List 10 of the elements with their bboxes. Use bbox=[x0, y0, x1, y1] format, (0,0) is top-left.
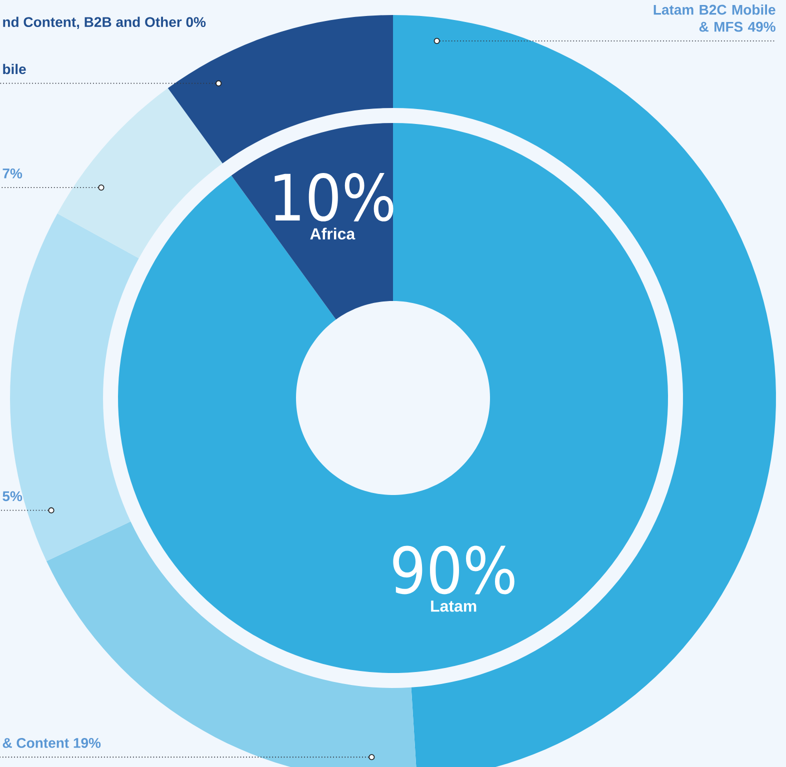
slice-label: Africa bbox=[310, 228, 356, 240]
data-label: 10% bbox=[274, 172, 394, 222]
data-label: 90% bbox=[393, 546, 514, 594]
category-label: nd Content, B2B and Other 0% bbox=[3, 16, 206, 30]
slice-label: bile bbox=[3, 64, 26, 74]
slice-label: & Content 19% bbox=[2, 738, 101, 748]
slice-label: 5% bbox=[2, 491, 22, 502]
slice-label: Latam bbox=[431, 600, 476, 612]
slice-label: 7% bbox=[2, 168, 22, 178]
slice-label: Latam B2C Mobile & MFS 49% bbox=[654, 4, 776, 32]
